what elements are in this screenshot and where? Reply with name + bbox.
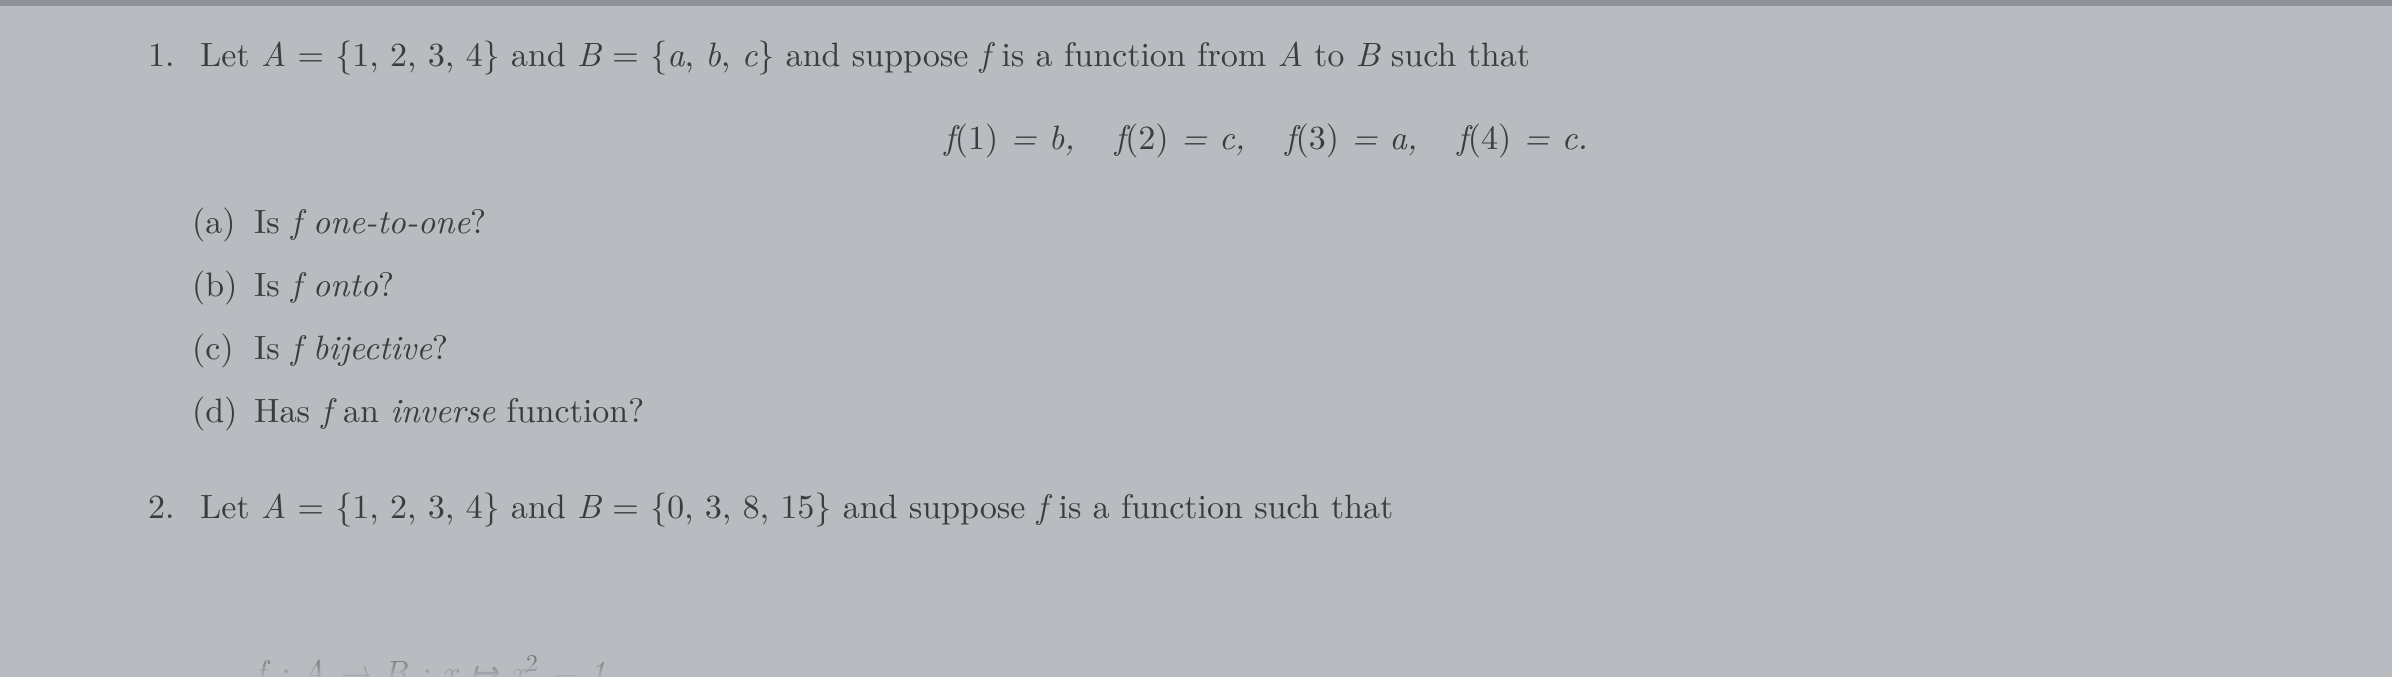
document-page: 1. Let A = {1, 2, 3, 4} and B = {a, b, c…	[0, 0, 2392, 677]
problem-2: 2. Let A = {1, 2, 3, 4} and B = {0, 3, 8…	[200, 480, 2332, 529]
problem-2-text: Let A = {1, 2, 3, 4} and B = {0, 3, 8, 1…	[200, 480, 1393, 528]
problem-2-number: 2.	[148, 480, 174, 529]
part-text: Is f one-to-one?	[254, 195, 486, 243]
problem-1-stem: 1. Let A = {1, 2, 3, 4} and B = {a, b, c…	[200, 28, 2332, 77]
problem-1-part-b: (b) Is f onto?	[254, 258, 2332, 307]
part-label: (a)	[192, 195, 235, 244]
part-label: (c)	[192, 321, 234, 370]
problem-1-part-c: (c) Is f bijective?	[254, 321, 2332, 370]
part-label: (b)	[192, 258, 237, 307]
part-text: Has f an inverse function?	[254, 384, 644, 432]
problem-1-part-a: (a) Is f one-to-one?	[254, 195, 2332, 244]
problem-2-cutoff-line: f : A → B : x ↦ x2 − 1	[255, 646, 606, 677]
part-label: (d)	[192, 384, 237, 433]
problem-2-stem: 2. Let A = {1, 2, 3, 4} and B = {0, 3, 8…	[200, 480, 2332, 529]
part-text: Is f bijective?	[254, 321, 448, 369]
problem-1-subparts: (a) Is f one-to-one? (b) Is f onto? (c) …	[254, 195, 2332, 434]
problem-1-text: Let A = {1, 2, 3, 4} and B = {a, b, c} a…	[200, 28, 1530, 76]
problem-1: 1. Let A = {1, 2, 3, 4} and B = {a, b, c…	[200, 28, 2332, 434]
problem-1-part-d: (d) Has f an inverse function?	[254, 384, 2332, 433]
problem-1-number: 1.	[148, 28, 174, 77]
problem-1-equation: f(1) = b,f(2) = c,f(3) = a,f(4) = c.	[200, 111, 2332, 160]
part-text: Is f onto?	[254, 258, 394, 306]
